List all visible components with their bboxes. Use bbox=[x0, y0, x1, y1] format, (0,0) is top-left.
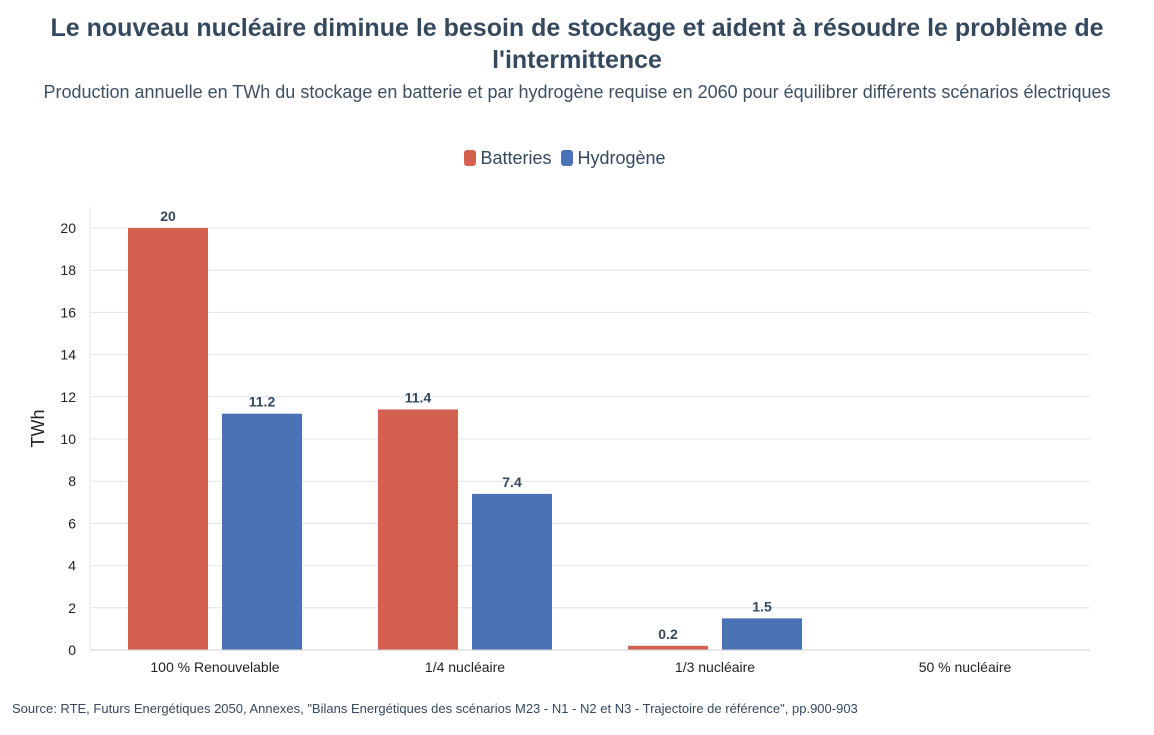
x-tick-label-0: 100 % Renouvelable bbox=[150, 659, 279, 675]
x-tick-label-1: 1/4 nucléaire bbox=[425, 659, 505, 675]
y-tick-label-4: 4 bbox=[68, 558, 76, 574]
legend-item-batteries[interactable]: Batteries bbox=[464, 146, 551, 170]
legend-swatch-hydrogene bbox=[561, 150, 574, 166]
x-tick-label-2: 1/3 nucléaire bbox=[675, 659, 755, 675]
y-tick-label-8: 8 bbox=[68, 473, 76, 489]
chart-title: Le nouveau nucléaire diminue le besoin d… bbox=[50, 14, 1104, 74]
data-label-hydrogène-1: 7.4 bbox=[502, 474, 522, 490]
data-label-hydrogène-2: 1.5 bbox=[752, 598, 772, 614]
data-label-batteries-0: 20 bbox=[160, 208, 176, 224]
legend: Batteries Hydrogène bbox=[0, 146, 1130, 170]
source-note: Source: RTE, Futurs Energétiques 2050, A… bbox=[12, 701, 858, 716]
y-tick-label-20: 20 bbox=[60, 220, 76, 236]
chart-subtitle: Production annuelle en TWh du stockage e… bbox=[43, 82, 1111, 102]
y-tick-label-2: 2 bbox=[68, 600, 76, 616]
bar-hydrogène-0[interactable] bbox=[222, 413, 302, 650]
x-tick-label-3: 50 % nucléaire bbox=[919, 659, 1012, 675]
y-tick-label-16: 16 bbox=[60, 304, 76, 320]
bar-batteries-0[interactable] bbox=[128, 228, 208, 650]
y-tick-label-10: 10 bbox=[60, 431, 76, 447]
data-label-batteries-1: 11.4 bbox=[405, 389, 432, 405]
bar-batteries-2[interactable] bbox=[628, 645, 708, 650]
bar-hydrogène-1[interactable] bbox=[472, 493, 552, 650]
y-tick-label-6: 6 bbox=[68, 515, 76, 531]
legend-label-hydrogene: Hydrogène bbox=[577, 148, 666, 168]
legend-label-batteries: Batteries bbox=[480, 148, 552, 168]
y-tick-label-18: 18 bbox=[60, 262, 76, 278]
data-label-batteries-2: 0.2 bbox=[658, 626, 678, 642]
legend-item-hydrogene[interactable]: Hydrogène bbox=[561, 146, 666, 170]
bar-hydrogène-2[interactable] bbox=[722, 618, 802, 650]
y-tick-label-14: 14 bbox=[60, 347, 76, 363]
bar-batteries-1[interactable] bbox=[378, 409, 458, 650]
y-tick-label-12: 12 bbox=[60, 389, 76, 405]
legend-swatch-batteries bbox=[464, 150, 477, 166]
y-axis-title: TWh bbox=[28, 409, 48, 447]
data-label-hydrogène-0: 11.2 bbox=[249, 394, 276, 410]
y-tick-label-0: 0 bbox=[68, 642, 76, 658]
